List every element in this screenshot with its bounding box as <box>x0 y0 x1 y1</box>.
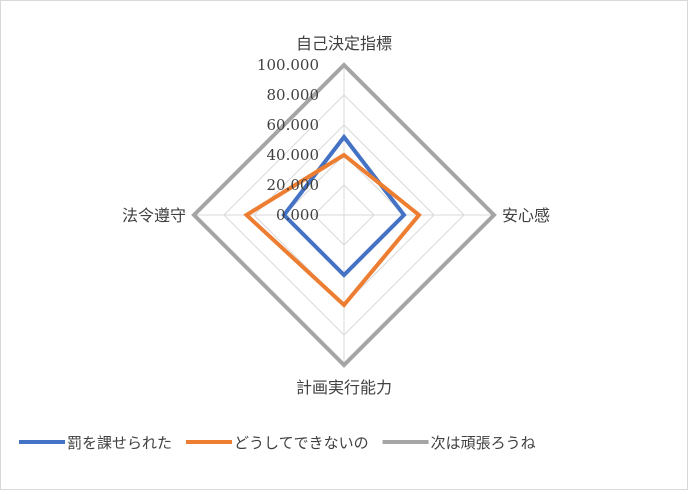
tick-label: 60.000 <box>267 116 320 134</box>
category-label: 安心感 <box>502 206 550 225</box>
legend-label: 次は頑張ろうね <box>431 434 536 452</box>
tick-label: 20.000 <box>267 176 320 194</box>
legend-label: 罰を課せられた <box>67 434 172 452</box>
series-line-1 <box>243 152 422 308</box>
radar-series <box>191 62 497 368</box>
legend-label: どうしてできないの <box>234 434 369 452</box>
category-label: 計画実行能力 <box>296 378 392 397</box>
tick-label: 80.000 <box>267 86 320 104</box>
legend-item: 次は頑張ろうね <box>382 434 536 452</box>
tick-label: 40.000 <box>267 146 320 164</box>
tick-label: 0.000 <box>276 206 319 224</box>
radar-tick-labels: 100.000 80.000 60.000 40.000 20.000 0.000 <box>257 56 319 224</box>
category-label: 自己決定指標 <box>296 34 392 53</box>
category-label: 法令遵守 <box>122 206 186 225</box>
radar-grid <box>193 64 495 366</box>
tick-label: 100.000 <box>257 56 319 74</box>
legend-item: 罰を課せられた <box>19 434 172 452</box>
legend-item: どうしてできないの <box>186 434 369 452</box>
legend: 罰を課せられた どうしてできないの 次は頑張ろうね <box>19 434 536 452</box>
series-line-2 <box>191 62 497 368</box>
